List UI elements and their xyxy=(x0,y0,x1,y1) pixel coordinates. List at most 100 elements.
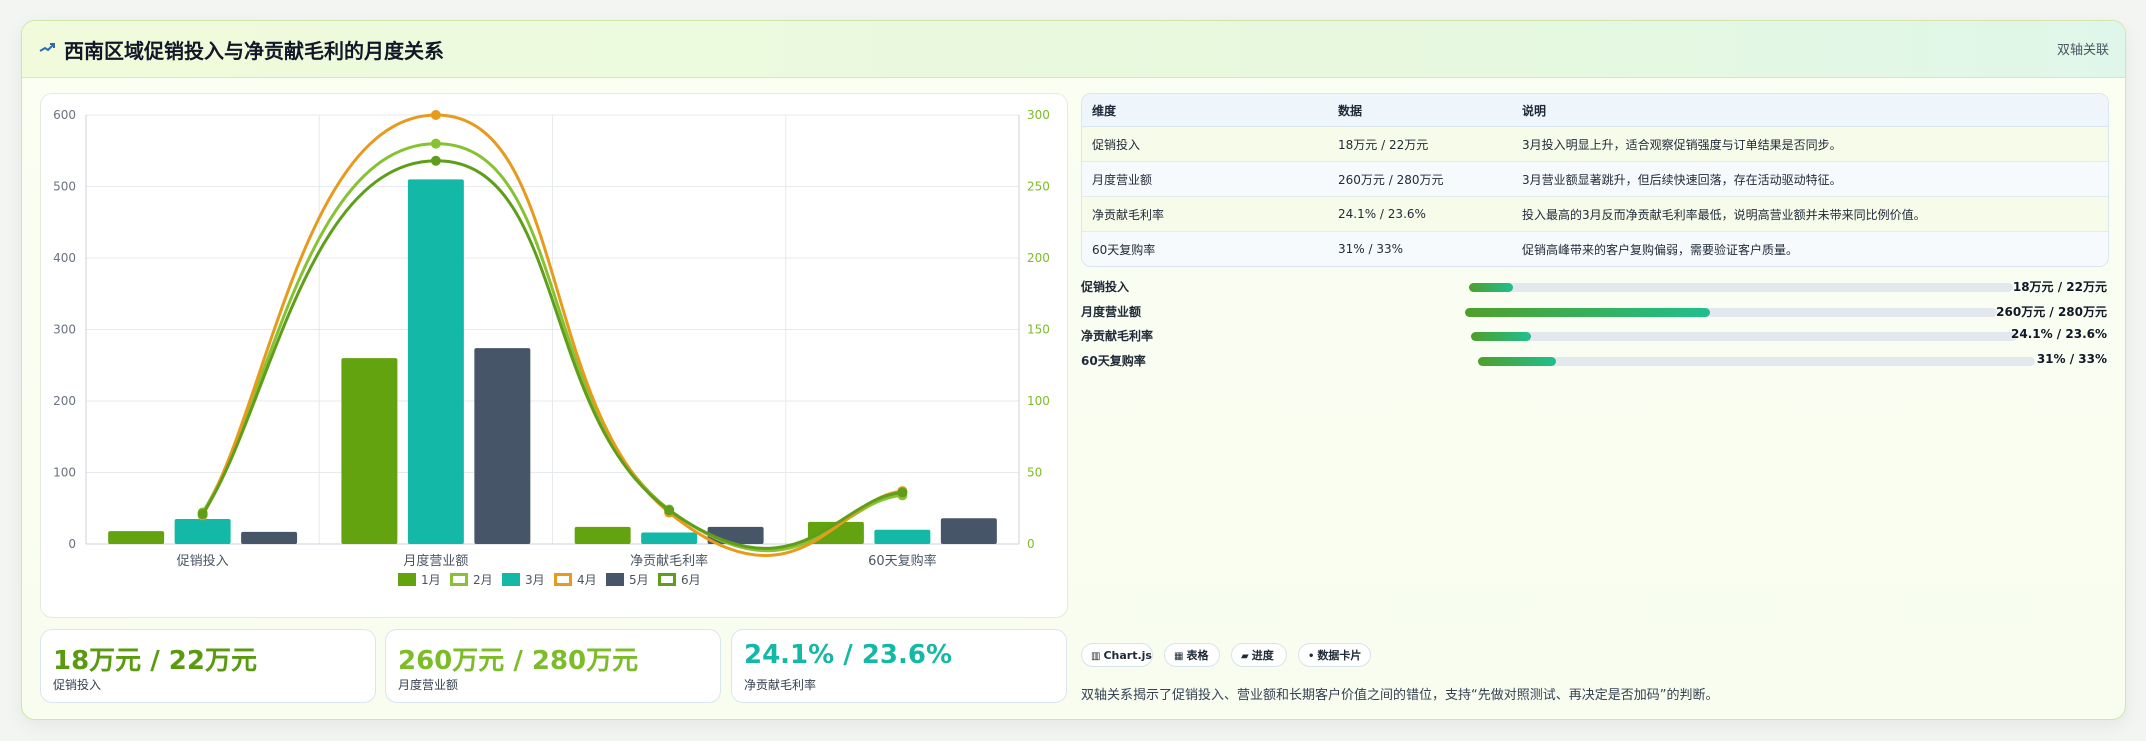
progress-value: 24.1% / 23.6% xyxy=(2011,327,2107,341)
progress-track xyxy=(1478,356,2035,366)
stat-card: 24.1% / 23.6% 净贡献毛利率 xyxy=(731,629,1067,703)
chip-progress[interactable]: ▰ 进度 xyxy=(1231,643,1287,667)
progress-track xyxy=(1465,307,1997,317)
table-cell: 260万元 / 280万元 xyxy=(1328,161,1512,197)
bar-1月 xyxy=(108,531,165,544)
progress-fill xyxy=(1478,356,1556,366)
point-6月 xyxy=(430,155,441,166)
y-left-tick-label: 0 xyxy=(68,537,76,551)
stat-card: 18万元 / 22万元 促销投入 xyxy=(40,629,376,703)
table-cell: 31% / 33% xyxy=(1328,231,1512,266)
progress-track xyxy=(1469,283,2013,292)
table-row: 月度营业额 260万元 / 280万元 3月营业额显著跳升，但后续快速回落，存在… xyxy=(1082,161,2108,197)
legend-swatch-4月 xyxy=(554,573,572,586)
x-tick-label: 60天复购率 xyxy=(868,553,937,569)
legend-label-3月: 3月 xyxy=(525,573,545,587)
stat-label: 净贡献毛利率 xyxy=(744,678,817,692)
chip-label: 进度 xyxy=(1251,649,1274,662)
table-header-row: 维度 数据 说明 xyxy=(1082,94,2108,127)
y-right-tick-label: 150 xyxy=(1027,323,1050,337)
y-left-tick-label: 600 xyxy=(53,108,76,122)
chip-chartjs[interactable]: ▥ Chart.js xyxy=(1081,643,1153,667)
bar-1月 xyxy=(807,521,864,544)
table-row: 净贡献毛利率 24.1% / 23.6% 投入最高的3月反而净贡献毛利率最低，说… xyxy=(1082,196,2108,232)
y-right-tick-label: 50 xyxy=(1027,466,1042,480)
legend-label-6月: 6月 xyxy=(681,573,701,587)
legend-label-4月: 4月 xyxy=(577,573,597,587)
legend-swatch-1月 xyxy=(398,573,416,586)
stat-label: 促销投入 xyxy=(53,678,102,692)
y-right-tick-label: 250 xyxy=(1027,180,1050,194)
progress-fill xyxy=(1471,332,1532,341)
table-cell: 月度营业额 xyxy=(1082,161,1328,197)
trend-icon xyxy=(39,43,55,52)
progress-icon: ▰ xyxy=(1241,651,1249,662)
dashboard-card: 西南区域促销投入与净贡献毛利的月度关系 双轴关联 0 100 200 300 400 50… xyxy=(21,20,2126,720)
legend-label-1月: 1月 xyxy=(421,573,441,587)
chip-table[interactable]: ▦ 表格 xyxy=(1164,643,1220,667)
table-cell: 18万元 / 22万元 xyxy=(1328,126,1512,162)
point-6月 xyxy=(664,505,675,516)
table-cell: 投入最高的3月反而净贡献毛利率最低，说明高营业额并未带来同比例价值。 xyxy=(1512,196,2108,232)
table-cell: 促销高峰带来的客户复购偏弱，需要验证客户质量。 xyxy=(1512,231,2108,266)
bar-5月 xyxy=(940,518,997,544)
chip-label: 数据卡片 xyxy=(1317,649,1362,662)
progress-fill xyxy=(1465,307,1710,317)
table-cell: 促销投入 xyxy=(1082,126,1328,162)
bar-1月 xyxy=(574,526,631,544)
progress-row: 净贡献毛利率 24.1% / 23.6% xyxy=(1081,324,2107,349)
progress-row: 60天复购率 31% / 33% xyxy=(1081,349,2107,374)
stat-card: 260万元 / 280万元 月度营业额 xyxy=(385,629,721,703)
stat-value: 24.1% / 23.6% xyxy=(744,640,952,670)
bar-5月 xyxy=(474,348,531,544)
chip-label: 表格 xyxy=(1186,649,1209,662)
y-right-tick-label: 100 xyxy=(1027,394,1050,408)
bar-1月 xyxy=(341,358,398,544)
legend-swatch-6月 xyxy=(658,573,676,586)
card-header: 西南区域促销投入与净贡献毛利的月度关系 双轴关联 xyxy=(22,21,2125,78)
bar-3月 xyxy=(174,518,231,544)
legend-swatch-5月 xyxy=(606,573,624,586)
table-header-dimension: 维度 xyxy=(1082,94,1328,127)
bar-5月 xyxy=(241,531,298,544)
legend-label-5月: 5月 xyxy=(629,573,649,587)
table-header-note: 说明 xyxy=(1512,94,2108,127)
combo-chart: 0 100 200 300 400 500 600 0 50 100 150 200 250 300 促销投… xyxy=(53,108,1050,587)
line-2月 xyxy=(201,142,903,553)
table-row: 60天复购率 31% / 33% 促销高峰带来的客户复购偏弱，需要验证客户质量。 xyxy=(1082,231,2108,266)
y-left-tick-label: 400 xyxy=(53,251,76,265)
chip-label: Chart.js xyxy=(1103,649,1152,662)
chip-data-card[interactable]: • 数据卡片 xyxy=(1298,643,1371,667)
x-tick-label: 净贡献毛利率 xyxy=(630,553,708,569)
point-6月 xyxy=(897,487,908,498)
dual-axis-badge: 双轴关联 xyxy=(2056,43,2109,58)
progress-label: 60天复购率 xyxy=(1081,353,1146,368)
table-cell: 3月投入明显上升，适合观察促销强度与订单结果是否同步。 xyxy=(1512,126,2108,162)
table-cell: 60天复购率 xyxy=(1082,231,1328,266)
x-tick-label: 月度营业额 xyxy=(403,553,468,569)
bar-3月 xyxy=(407,179,464,544)
progress-row: 促销投入 18万元 / 22万元 xyxy=(1081,275,2107,300)
progress-track xyxy=(1471,332,2017,341)
chart-panel: 0 100 200 300 400 500 600 0 50 100 150 200 250 300 促销投… xyxy=(40,93,1068,618)
legend-swatch-2月 xyxy=(450,573,468,586)
progress-list: 促销投入 18万元 / 22万元 月度营业额 260万元 / 280万元 净贡献… xyxy=(1081,275,2107,373)
x-tick-label: 促销投入 xyxy=(177,553,229,569)
point-6月 xyxy=(197,508,208,519)
line-4月 xyxy=(201,113,903,557)
bar-3月 xyxy=(874,529,931,544)
line-6月 xyxy=(201,159,903,550)
progress-label: 月度营业额 xyxy=(1081,304,1142,319)
card-icon: • xyxy=(1308,651,1315,662)
table-header-data: 数据 xyxy=(1328,94,1512,127)
table-row: 促销投入 18万元 / 22万元 3月投入明显上升，适合观察促销强度与订单结果是… xyxy=(1082,126,2108,162)
footnote: 双轴关系揭示了促销投入、营业额和长期客户价值之间的错位，支持“先做对照测试、再决… xyxy=(1081,688,1719,703)
stat-label: 月度营业额 xyxy=(398,678,459,692)
y-left-tick-label: 200 xyxy=(53,394,76,408)
progress-value: 31% / 33% xyxy=(2036,351,2107,366)
legend-swatch-3月 xyxy=(502,573,520,586)
progress-fill xyxy=(1469,283,1513,292)
table-cell: 24.1% / 23.6% xyxy=(1328,196,1512,232)
stat-value: 18万元 / 22万元 xyxy=(53,646,257,676)
progress-label: 促销投入 xyxy=(1081,280,1130,294)
